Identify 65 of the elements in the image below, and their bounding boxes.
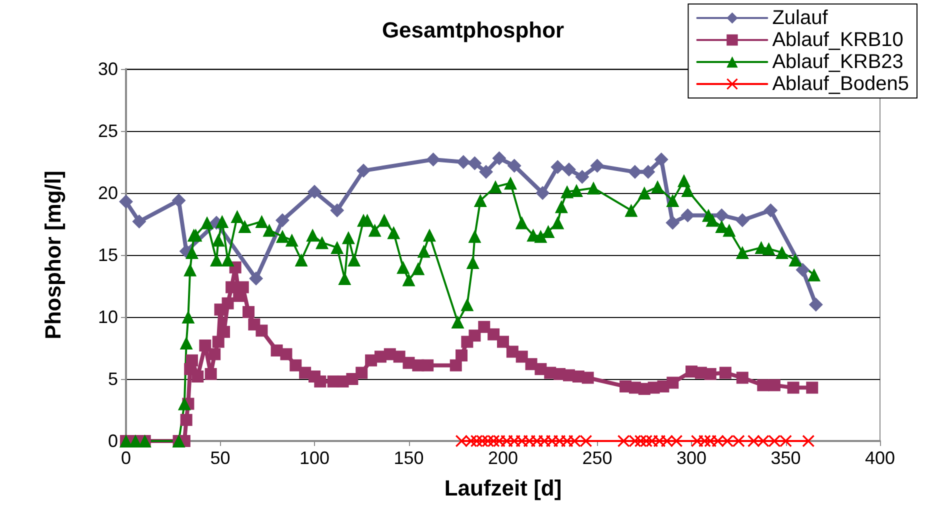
- y-tick-label: 10: [98, 307, 118, 327]
- point: [666, 216, 680, 230]
- point: [426, 152, 440, 167]
- y-tick-label: 15: [98, 245, 118, 265]
- point: [275, 213, 290, 228]
- legend-label: Ablauf_Boden5: [772, 73, 910, 95]
- x-tick-label: 350: [770, 448, 801, 468]
- x-tick-label: 100: [299, 448, 330, 468]
- point: [634, 435, 647, 447]
- point: [735, 213, 750, 228]
- x-tick-label: 300: [676, 448, 707, 468]
- y-tick-label: 25: [98, 121, 118, 141]
- point: [575, 170, 590, 184]
- point: [468, 156, 482, 170]
- point: [308, 184, 322, 199]
- point: [172, 193, 186, 208]
- point: [757, 435, 770, 447]
- point: [618, 435, 630, 447]
- point: [780, 435, 792, 447]
- point: [654, 152, 668, 167]
- x-tick-label: 400: [864, 448, 896, 468]
- point: [580, 435, 592, 447]
- point: [568, 435, 581, 447]
- point: [356, 164, 371, 178]
- point: [680, 208, 695, 222]
- point: [808, 298, 823, 312]
- point: [721, 435, 734, 447]
- chart-title: Gesamtphosphor: [382, 18, 564, 42]
- point: [768, 435, 780, 447]
- point: [764, 203, 778, 218]
- legend-label: Ablauf_KRB10: [772, 29, 904, 51]
- x-tick-label: 0: [120, 448, 132, 468]
- point: [714, 208, 729, 222]
- point: [802, 435, 814, 447]
- point: [456, 155, 470, 169]
- point: [249, 272, 264, 286]
- point: [562, 162, 576, 176]
- point: [550, 160, 565, 174]
- point: [492, 151, 506, 166]
- x-tick-label: 50: [210, 448, 230, 468]
- legend-label: Zulauf: [772, 7, 828, 29]
- legend-label: Ablauf_KRB23: [772, 51, 904, 73]
- point: [488, 435, 500, 447]
- point: [628, 164, 642, 179]
- point: [132, 214, 146, 229]
- x-tick-label: 200: [488, 448, 518, 468]
- point: [470, 435, 483, 447]
- y-tick-label: 0: [108, 431, 118, 451]
- x-tick-label: 250: [582, 448, 612, 468]
- point: [590, 158, 604, 173]
- point: [330, 203, 344, 218]
- y-axis-title: Phosphor [mg/l]: [40, 170, 66, 340]
- point: [796, 262, 810, 277]
- y-tick-label: 30: [98, 59, 118, 79]
- point: [536, 186, 550, 200]
- point: [479, 164, 494, 179]
- x-tick-label: 150: [394, 448, 424, 468]
- point: [119, 194, 133, 209]
- point: [641, 164, 656, 179]
- point: [732, 435, 745, 447]
- y-tick-label: 20: [98, 183, 118, 203]
- point: [507, 158, 522, 173]
- point: [670, 435, 682, 447]
- y-tick-label: 5: [108, 369, 118, 389]
- x-axis-title: Laufzeit [d]: [444, 476, 562, 500]
